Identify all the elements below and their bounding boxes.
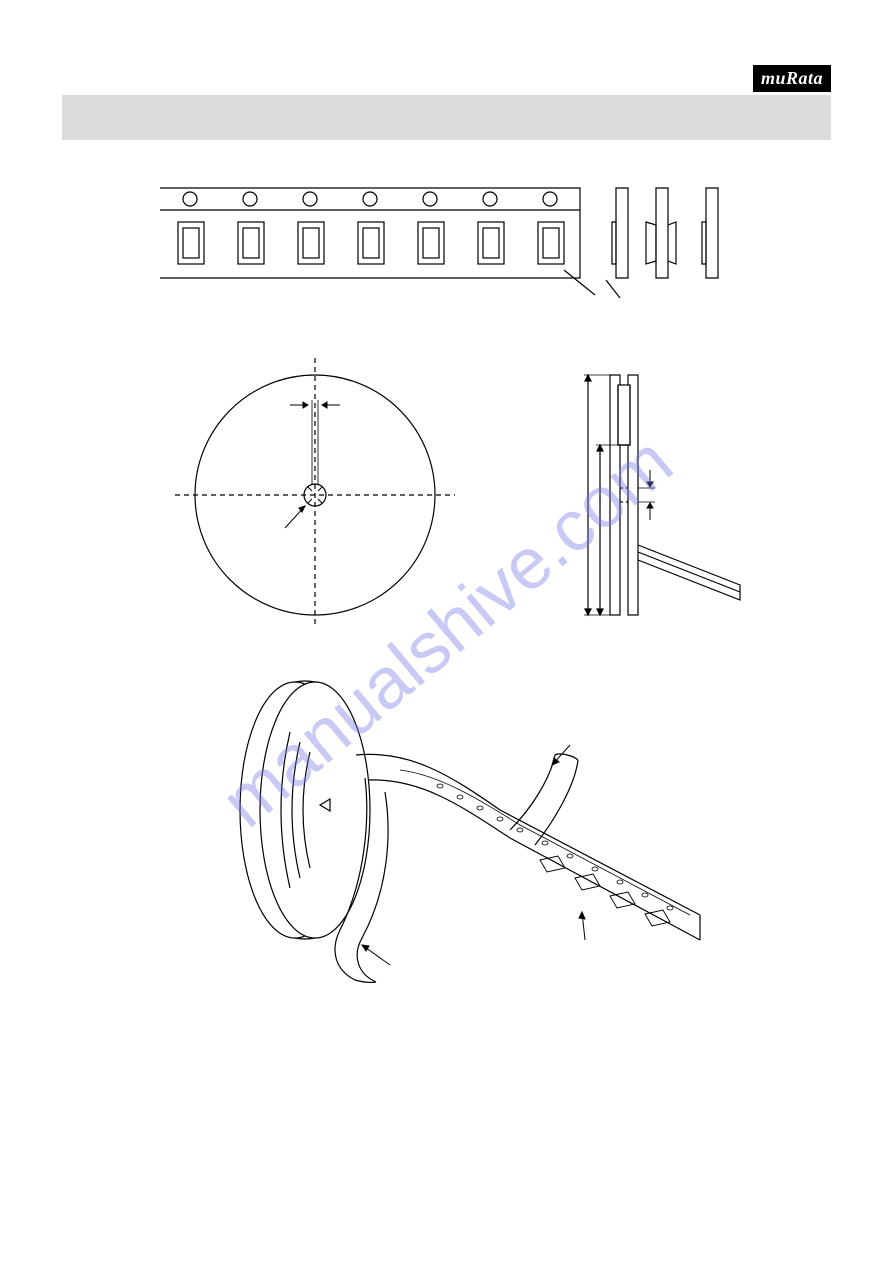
figure-tape-strip xyxy=(140,170,813,320)
figure-reel-iso xyxy=(140,660,813,1000)
reel-iso-svg xyxy=(140,660,780,1000)
brand-logo: muRata xyxy=(753,65,831,92)
figure-reel xyxy=(140,350,813,630)
tape-strip-svg xyxy=(140,170,780,320)
figures-container xyxy=(140,170,813,1000)
reel-svg xyxy=(140,350,780,630)
header-band xyxy=(62,95,831,140)
